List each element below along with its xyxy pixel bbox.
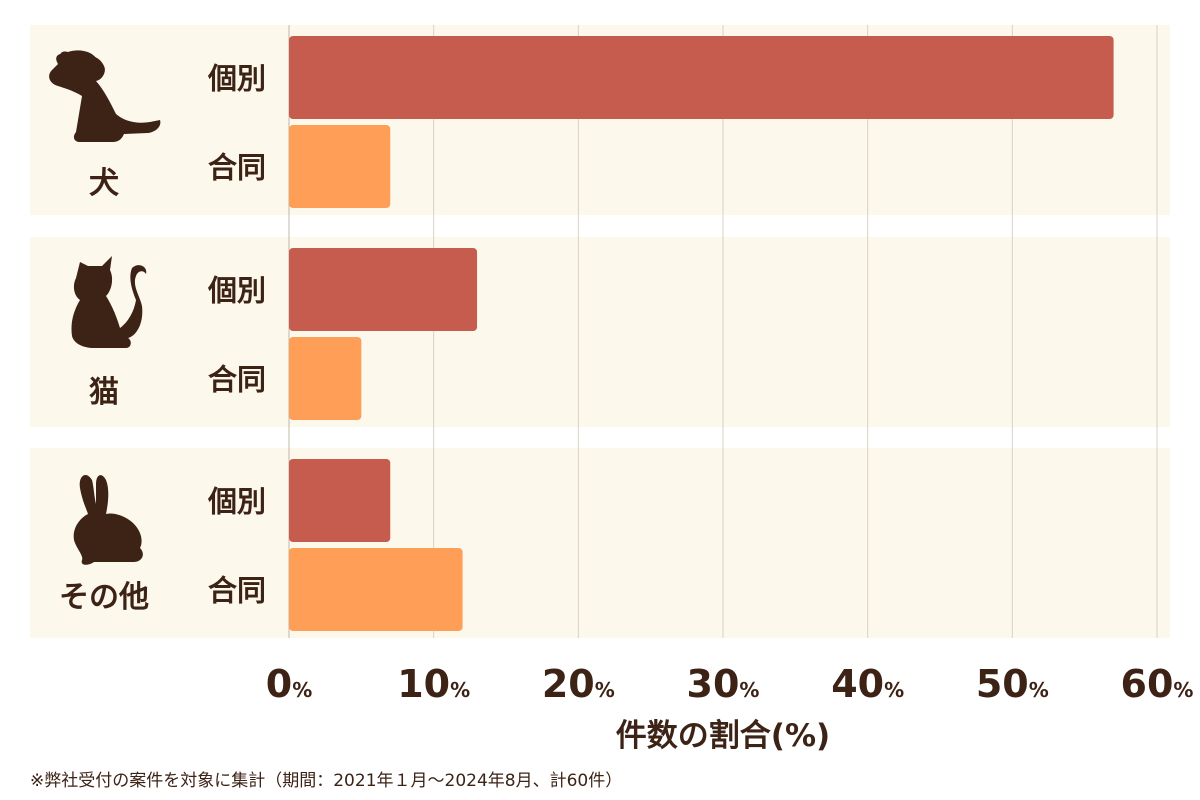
bar xyxy=(289,248,478,331)
group-label: その他 xyxy=(59,580,149,615)
bar-label: 個別 xyxy=(207,274,266,308)
x-tick-label: 60% xyxy=(1121,662,1194,706)
x-tick-label: 20% xyxy=(542,662,615,706)
group-panel xyxy=(30,237,1170,427)
dog-icon xyxy=(49,50,161,142)
bar xyxy=(289,548,463,631)
group-label: 犬 xyxy=(89,166,119,201)
x-tick-label: 40% xyxy=(831,662,904,706)
group-panel xyxy=(30,448,1170,638)
bar xyxy=(289,459,391,542)
rabbit-icon xyxy=(73,474,143,565)
bar-label: 個別 xyxy=(207,485,266,519)
bar-label: 合同 xyxy=(208,151,266,185)
bar xyxy=(289,36,1114,119)
x-tick-label: 10% xyxy=(397,662,470,706)
bar-label: 合同 xyxy=(208,363,266,397)
bar xyxy=(289,125,391,208)
x-tick-label: 30% xyxy=(687,662,760,706)
x-tick-label: 0% xyxy=(266,662,313,706)
x-tick-label: 50% xyxy=(976,662,1049,706)
x-axis-label: 件数の割合(%) xyxy=(616,718,830,754)
footnote: ※弊社受付の案件を対象に集計（期間：2021年１月～2024年8月、計60件） xyxy=(30,771,623,791)
bar-label: 個別 xyxy=(207,62,266,96)
group-label: 猫 xyxy=(89,375,119,410)
bar-label: 合同 xyxy=(208,574,266,608)
bar xyxy=(289,337,362,420)
cat-icon xyxy=(71,256,147,348)
